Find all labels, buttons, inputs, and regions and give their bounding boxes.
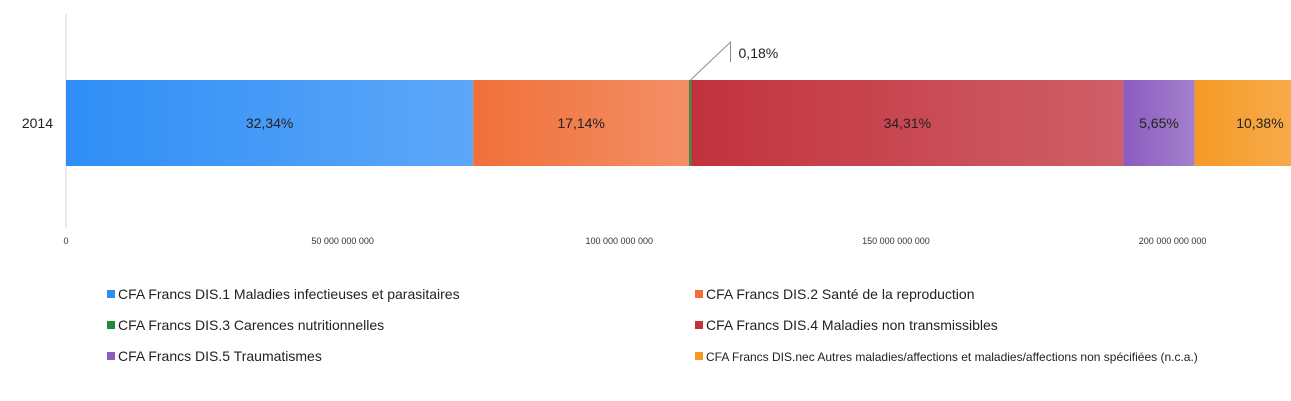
legend-swatch bbox=[695, 321, 703, 329]
legend-swatch bbox=[107, 321, 115, 329]
legend-label: CFA Francs DIS.nec Autres maladies/affec… bbox=[706, 350, 1198, 364]
data-label: 17,14% bbox=[557, 115, 604, 131]
legend-label: CFA Francs DIS.5 Traumatismes bbox=[118, 348, 322, 364]
bar-segment-2 bbox=[473, 80, 690, 166]
legend-label: CFA Francs DIS.1 Maladies infectieuses e… bbox=[118, 286, 460, 302]
bar-segment-6 bbox=[1194, 80, 1291, 166]
data-label: 5,65% bbox=[1139, 115, 1179, 131]
legend-label: CFA Francs DIS.4 Maladies non transmissi… bbox=[706, 317, 998, 333]
legend-swatch bbox=[107, 290, 115, 298]
data-label: 32,34% bbox=[246, 115, 293, 131]
leader-line bbox=[690, 40, 732, 81]
x-tick-label: 100 000 000 000 bbox=[586, 236, 654, 246]
x-tick-label: 150 000 000 000 bbox=[862, 236, 930, 246]
legend-swatch bbox=[695, 352, 703, 360]
legend-label: CFA Francs DIS.2 Santé de la reproductio… bbox=[706, 286, 974, 302]
legend-swatch bbox=[107, 352, 115, 360]
data-label: 34,31% bbox=[884, 115, 931, 131]
data-label: 10,38% bbox=[1236, 115, 1283, 131]
legend: CFA Francs DIS.1 Maladies infectieuses e… bbox=[107, 286, 1198, 364]
bar-segment-4 bbox=[691, 80, 1124, 166]
x-tick-label: 50 000 000 000 bbox=[311, 236, 374, 246]
legend-label: CFA Francs DIS.3 Carences nutritionnelle… bbox=[118, 317, 384, 333]
category-label: 2014 bbox=[22, 115, 53, 131]
data-label: 0,18% bbox=[739, 45, 779, 61]
x-tick-label: 0 bbox=[63, 236, 68, 246]
bars-layer bbox=[66, 80, 1291, 166]
bar-segment-5 bbox=[1123, 80, 1195, 166]
bar-segment-1 bbox=[66, 80, 474, 166]
bar-segment-3 bbox=[689, 80, 693, 166]
x-tick-label: 200 000 000 000 bbox=[1139, 236, 1207, 246]
labels-layer: 2014 32,34% 17,14% 0,18% 34,31% 5,65% 10,38% bbox=[22, 40, 1284, 131]
legend-swatch bbox=[695, 290, 703, 298]
